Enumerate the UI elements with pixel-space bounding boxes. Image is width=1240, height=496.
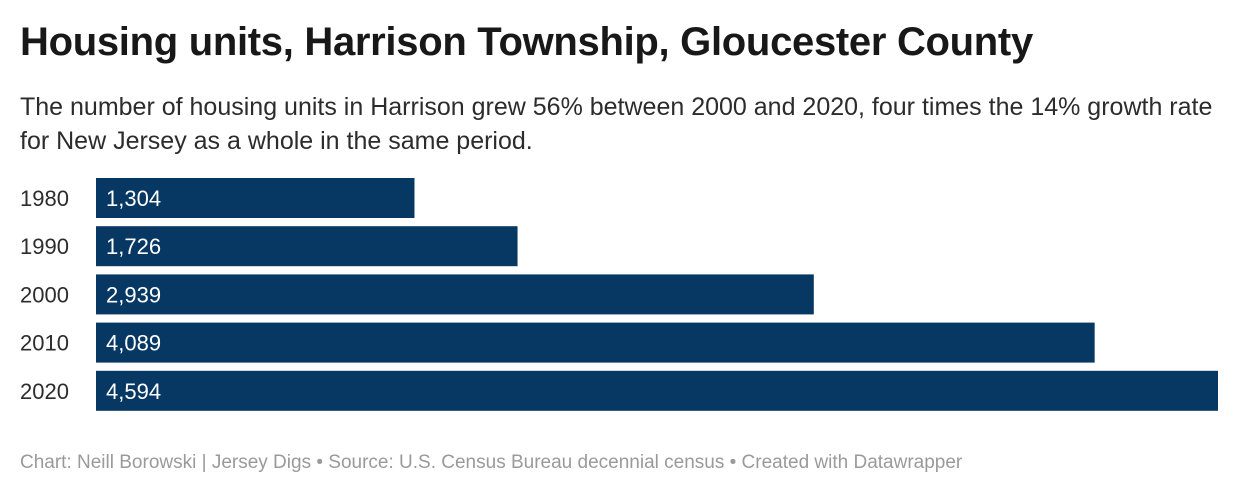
bar bbox=[96, 178, 415, 218]
category-label: 1980 bbox=[20, 186, 69, 211]
value-label: 4,089 bbox=[106, 331, 161, 356]
bar-row-1990: 1990 1,726 bbox=[20, 226, 518, 267]
bar-row-2010: 2010 4,089 bbox=[20, 322, 1095, 363]
bar bbox=[96, 322, 1095, 363]
category-label: 2010 bbox=[20, 331, 69, 356]
bar-row-2020: 2020 4,594 bbox=[20, 370, 1218, 411]
bar-row-1980: 1980 1,304 bbox=[20, 178, 415, 218]
bar bbox=[96, 274, 814, 315]
chart-title: Housing units, Harrison Township, Glouce… bbox=[20, 20, 1033, 64]
bar-row-2000: 2000 2,939 bbox=[20, 274, 814, 315]
category-label: 2020 bbox=[20, 379, 69, 404]
bar bbox=[96, 370, 1218, 411]
chart-footer: Chart: Neill Borowski | Jersey Digs • So… bbox=[20, 452, 963, 473]
category-label: 2000 bbox=[20, 282, 69, 307]
value-label: 1,726 bbox=[106, 234, 161, 259]
category-label: 1990 bbox=[20, 234, 69, 259]
bar bbox=[96, 226, 518, 267]
bars-layer: 1980 1,304 1990 1,726 2000 2,939 2010 4,089 2020… bbox=[20, 178, 1218, 411]
value-label: 2,939 bbox=[106, 282, 161, 307]
chart-subtitle: The number of housing units in Harrison … bbox=[20, 93, 1213, 155]
value-label: 1,304 bbox=[106, 186, 161, 211]
value-label: 4,594 bbox=[106, 379, 161, 404]
